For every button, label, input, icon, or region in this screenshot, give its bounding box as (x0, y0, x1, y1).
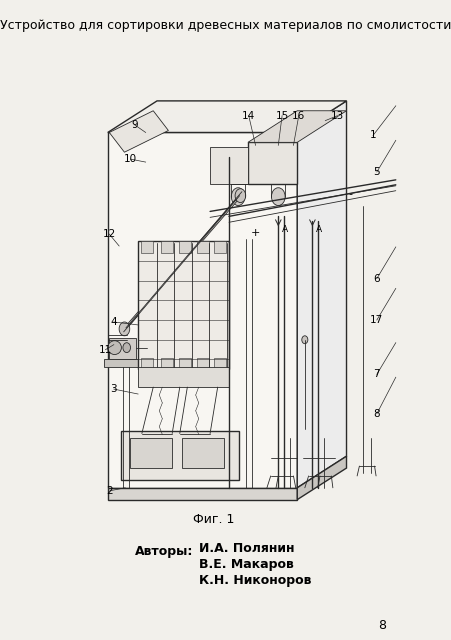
Text: 10: 10 (124, 154, 137, 164)
Text: -: - (348, 189, 351, 198)
Circle shape (231, 188, 244, 205)
Text: Авторы:: Авторы: (135, 545, 193, 558)
Bar (161, 241, 173, 253)
Text: 3: 3 (110, 384, 117, 394)
Bar (130, 438, 172, 468)
Bar (138, 241, 229, 369)
Text: 14: 14 (242, 111, 255, 121)
Polygon shape (248, 111, 346, 142)
Text: +: + (250, 228, 260, 238)
Text: 7: 7 (373, 369, 379, 380)
Text: 12: 12 (102, 229, 115, 239)
Text: И.А. Полянин: И.А. Полянин (198, 542, 294, 555)
Text: 8: 8 (377, 620, 385, 632)
Polygon shape (107, 101, 346, 132)
Text: Устройство для сортировки древесных материалов по смолистости: Устройство для сортировки древесных мате… (0, 19, 451, 33)
Bar (107, 132, 297, 488)
Text: 4: 4 (110, 317, 117, 327)
Bar (197, 358, 209, 369)
Text: В.Е. Макаров: В.Е. Макаров (198, 558, 293, 571)
Bar (138, 367, 229, 387)
Text: 17: 17 (369, 315, 382, 325)
Bar (141, 358, 153, 369)
Text: 8: 8 (373, 409, 379, 419)
Text: A: A (316, 225, 322, 234)
Circle shape (119, 322, 129, 336)
Bar (107, 488, 297, 500)
Bar (109, 338, 135, 360)
Polygon shape (297, 456, 346, 500)
Circle shape (271, 188, 285, 205)
Text: 5: 5 (373, 167, 379, 177)
Text: 16: 16 (291, 111, 305, 121)
Circle shape (301, 336, 307, 344)
Text: К.Н. Никоноров: К.Н. Никоноров (198, 573, 310, 587)
Bar (161, 358, 173, 369)
Bar (121, 431, 239, 480)
Circle shape (123, 342, 130, 353)
Bar (213, 241, 226, 253)
Text: A: A (281, 225, 288, 234)
Text: 6: 6 (373, 273, 379, 284)
Text: 1: 1 (369, 131, 376, 140)
Text: 2: 2 (106, 486, 113, 496)
Bar (141, 241, 153, 253)
Text: 15: 15 (275, 111, 288, 121)
Bar (197, 241, 209, 253)
Text: Фиг. 1: Фиг. 1 (193, 513, 234, 526)
Bar (182, 438, 223, 468)
Bar (210, 147, 248, 184)
Bar (104, 360, 161, 367)
Text: 11: 11 (99, 344, 112, 355)
Polygon shape (121, 192, 242, 335)
Polygon shape (297, 101, 346, 488)
Bar (179, 358, 191, 369)
Text: 13: 13 (330, 111, 343, 121)
Ellipse shape (107, 340, 121, 355)
Text: 9: 9 (131, 120, 137, 129)
Circle shape (235, 189, 245, 202)
Bar (248, 142, 297, 184)
Polygon shape (109, 111, 168, 152)
Bar (179, 241, 191, 253)
Bar (213, 358, 226, 369)
